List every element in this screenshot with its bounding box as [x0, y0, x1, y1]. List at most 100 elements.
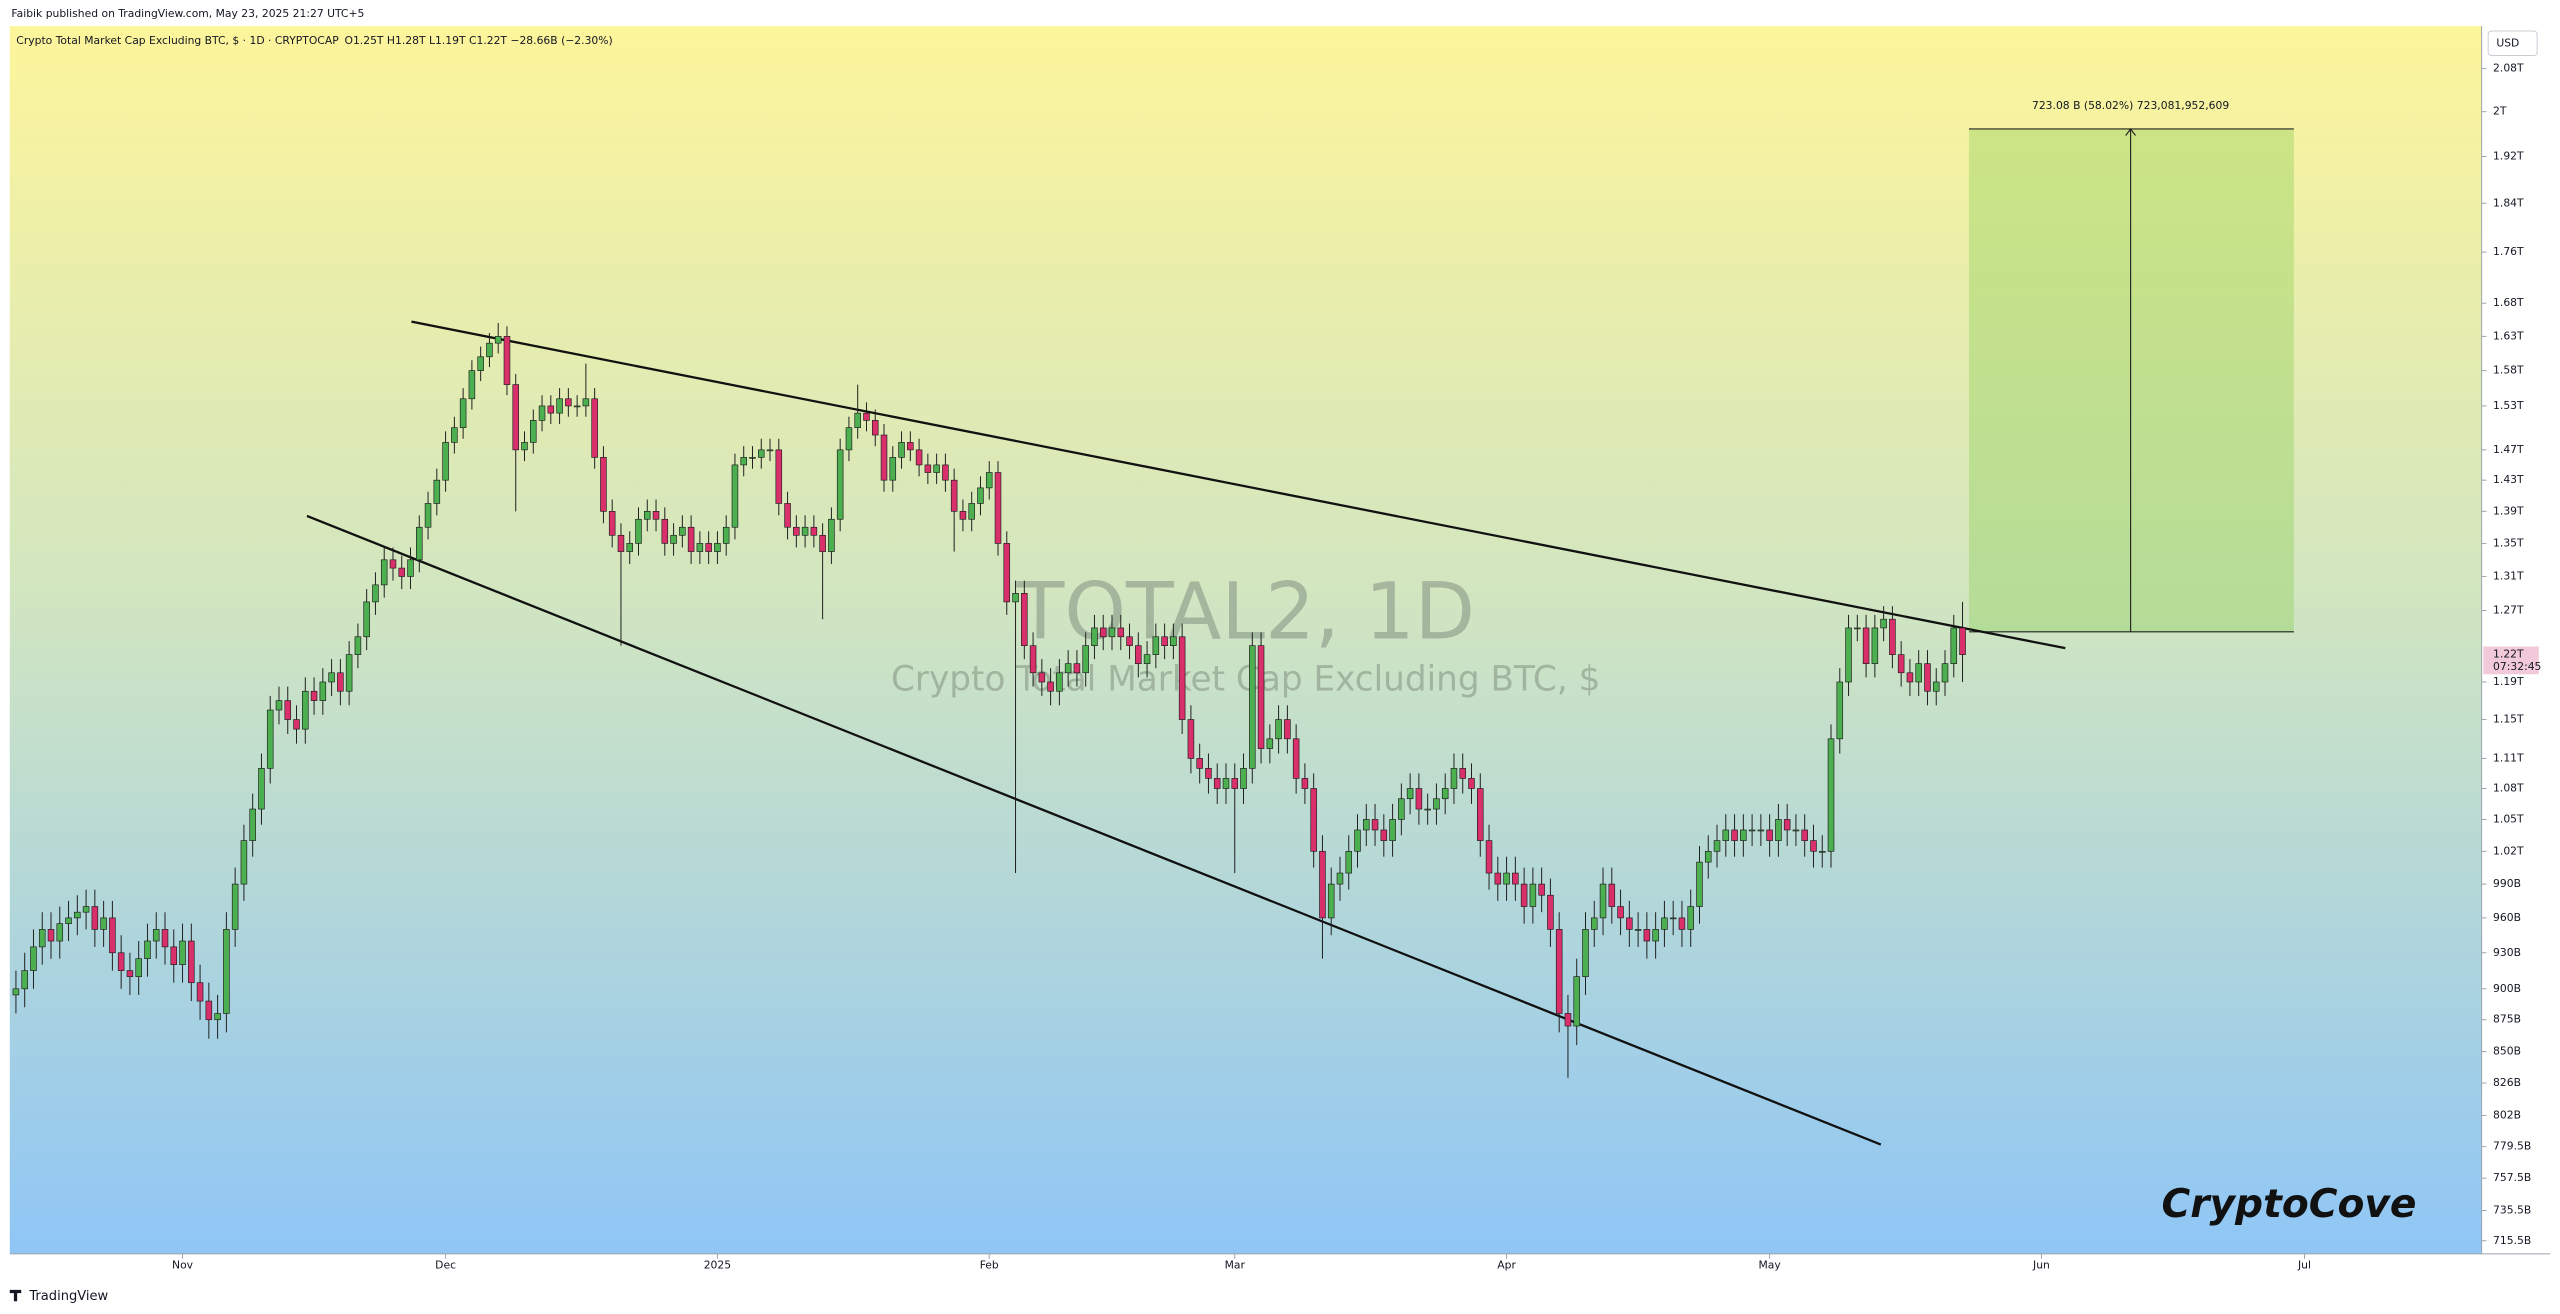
candle-body [1889, 618, 1896, 655]
candle-body [188, 940, 195, 984]
candle-body [1529, 883, 1537, 907]
candle-body [573, 405, 581, 408]
candle-body [1091, 627, 1098, 646]
candle-body [679, 526, 686, 536]
candle-body [240, 840, 248, 885]
candle-body [1266, 738, 1274, 749]
candle-body [1187, 719, 1195, 759]
candle-body [1441, 788, 1449, 800]
candle-body [775, 449, 783, 504]
x-tick-label: Feb [980, 1258, 999, 1271]
candle-body [1354, 829, 1361, 852]
candle-body [871, 420, 879, 436]
measure-arrow-head [2125, 128, 2136, 136]
candle-body [1003, 543, 1011, 603]
candle-body [1959, 627, 1966, 655]
support-trendline [306, 514, 1882, 1146]
candle-body [82, 906, 90, 913]
candle-body [1459, 768, 1466, 779]
candle-body [56, 923, 64, 942]
candle-body [179, 940, 186, 965]
candle-body [863, 412, 870, 421]
candle-body [354, 636, 362, 655]
candle-body [757, 449, 765, 458]
candle-body [389, 559, 397, 569]
candle-body [985, 472, 993, 489]
candle-body [12, 988, 20, 996]
candle-body [766, 449, 774, 452]
candle-body [1494, 872, 1502, 885]
y-tick-label: 875B [2493, 1013, 2521, 1026]
candle-body [380, 559, 388, 586]
candle-body [1634, 929, 1642, 931]
candle-body [47, 929, 55, 942]
candle-body [1371, 819, 1379, 831]
candle-body [1345, 850, 1353, 874]
candle-body [337, 672, 344, 692]
candle-body [582, 398, 590, 407]
candle-body [459, 398, 467, 429]
candle-body [1924, 663, 1931, 692]
candle-body [608, 511, 616, 536]
candle-body [433, 479, 441, 504]
y-tick-label: 802B [2493, 1108, 2521, 1121]
candle-body [424, 503, 432, 528]
y-tick-label: 715.5B [2493, 1234, 2531, 1247]
candle-body [1678, 917, 1686, 930]
candle-body [468, 370, 476, 400]
candle-body [1810, 840, 1817, 852]
candle-body [1301, 778, 1309, 789]
candle-body [1099, 627, 1107, 638]
x-tick-label: Nov [172, 1258, 194, 1271]
brand-logo [9, 1289, 22, 1302]
candle-body [1064, 663, 1072, 674]
candle-body [810, 526, 818, 536]
candle-body [266, 709, 274, 769]
y-tick-label: 1.08T [2493, 782, 2524, 795]
candle-body [1740, 829, 1747, 841]
y-tick-label: 1.15T [2493, 713, 2524, 726]
y-tick-label: 826B [2493, 1076, 2521, 1089]
y-tick-label: 850B [2493, 1045, 2521, 1058]
candle-body [1520, 883, 1528, 907]
candle-body [135, 958, 142, 977]
candle-body [152, 929, 160, 942]
currency-box[interactable] [2487, 30, 2538, 57]
candle-body [21, 970, 28, 990]
candle-body [845, 427, 853, 451]
ohlc-legend: O1.25T H1.28T L1.19T C1.22T −28.66B (−2.… [344, 34, 612, 47]
candle-body [223, 929, 230, 1014]
candle-body [30, 946, 37, 971]
candle-body [1512, 872, 1519, 885]
candle-body [749, 457, 756, 459]
candle-body [1818, 850, 1826, 853]
publish-info: Faibik published on TradingView.com, May… [11, 7, 364, 20]
candle-body [626, 543, 633, 552]
candle-body [144, 940, 151, 960]
candle-body [687, 526, 695, 552]
x-tick-label: Jun [2032, 1258, 2050, 1271]
candle-body [161, 929, 169, 948]
candle-body [661, 518, 669, 544]
candle-body [74, 911, 81, 919]
y-tick-label: 1.19T [2493, 675, 2524, 688]
candle-body [1836, 681, 1844, 740]
candle-body [784, 503, 791, 528]
candle-body [398, 567, 406, 577]
candle-body [126, 970, 134, 977]
x-tick-label: 2025 [704, 1258, 731, 1271]
y-tick-label: 1.27T [2493, 604, 2524, 617]
candle-body [521, 442, 528, 451]
candle-body [451, 427, 458, 443]
candle-body [91, 906, 99, 930]
y-tick-label: 1.05T [2493, 812, 2524, 825]
candle-body [1336, 872, 1344, 885]
candle-body [1152, 636, 1160, 655]
candle-body [1643, 929, 1651, 942]
countdown-label: 07:32:45 [2493, 660, 2541, 673]
candle-body [1231, 778, 1239, 789]
candle-body [1468, 778, 1475, 789]
currency-label[interactable]: USD [2496, 36, 2519, 49]
candle-body [109, 917, 116, 954]
candle-body [1310, 788, 1317, 852]
